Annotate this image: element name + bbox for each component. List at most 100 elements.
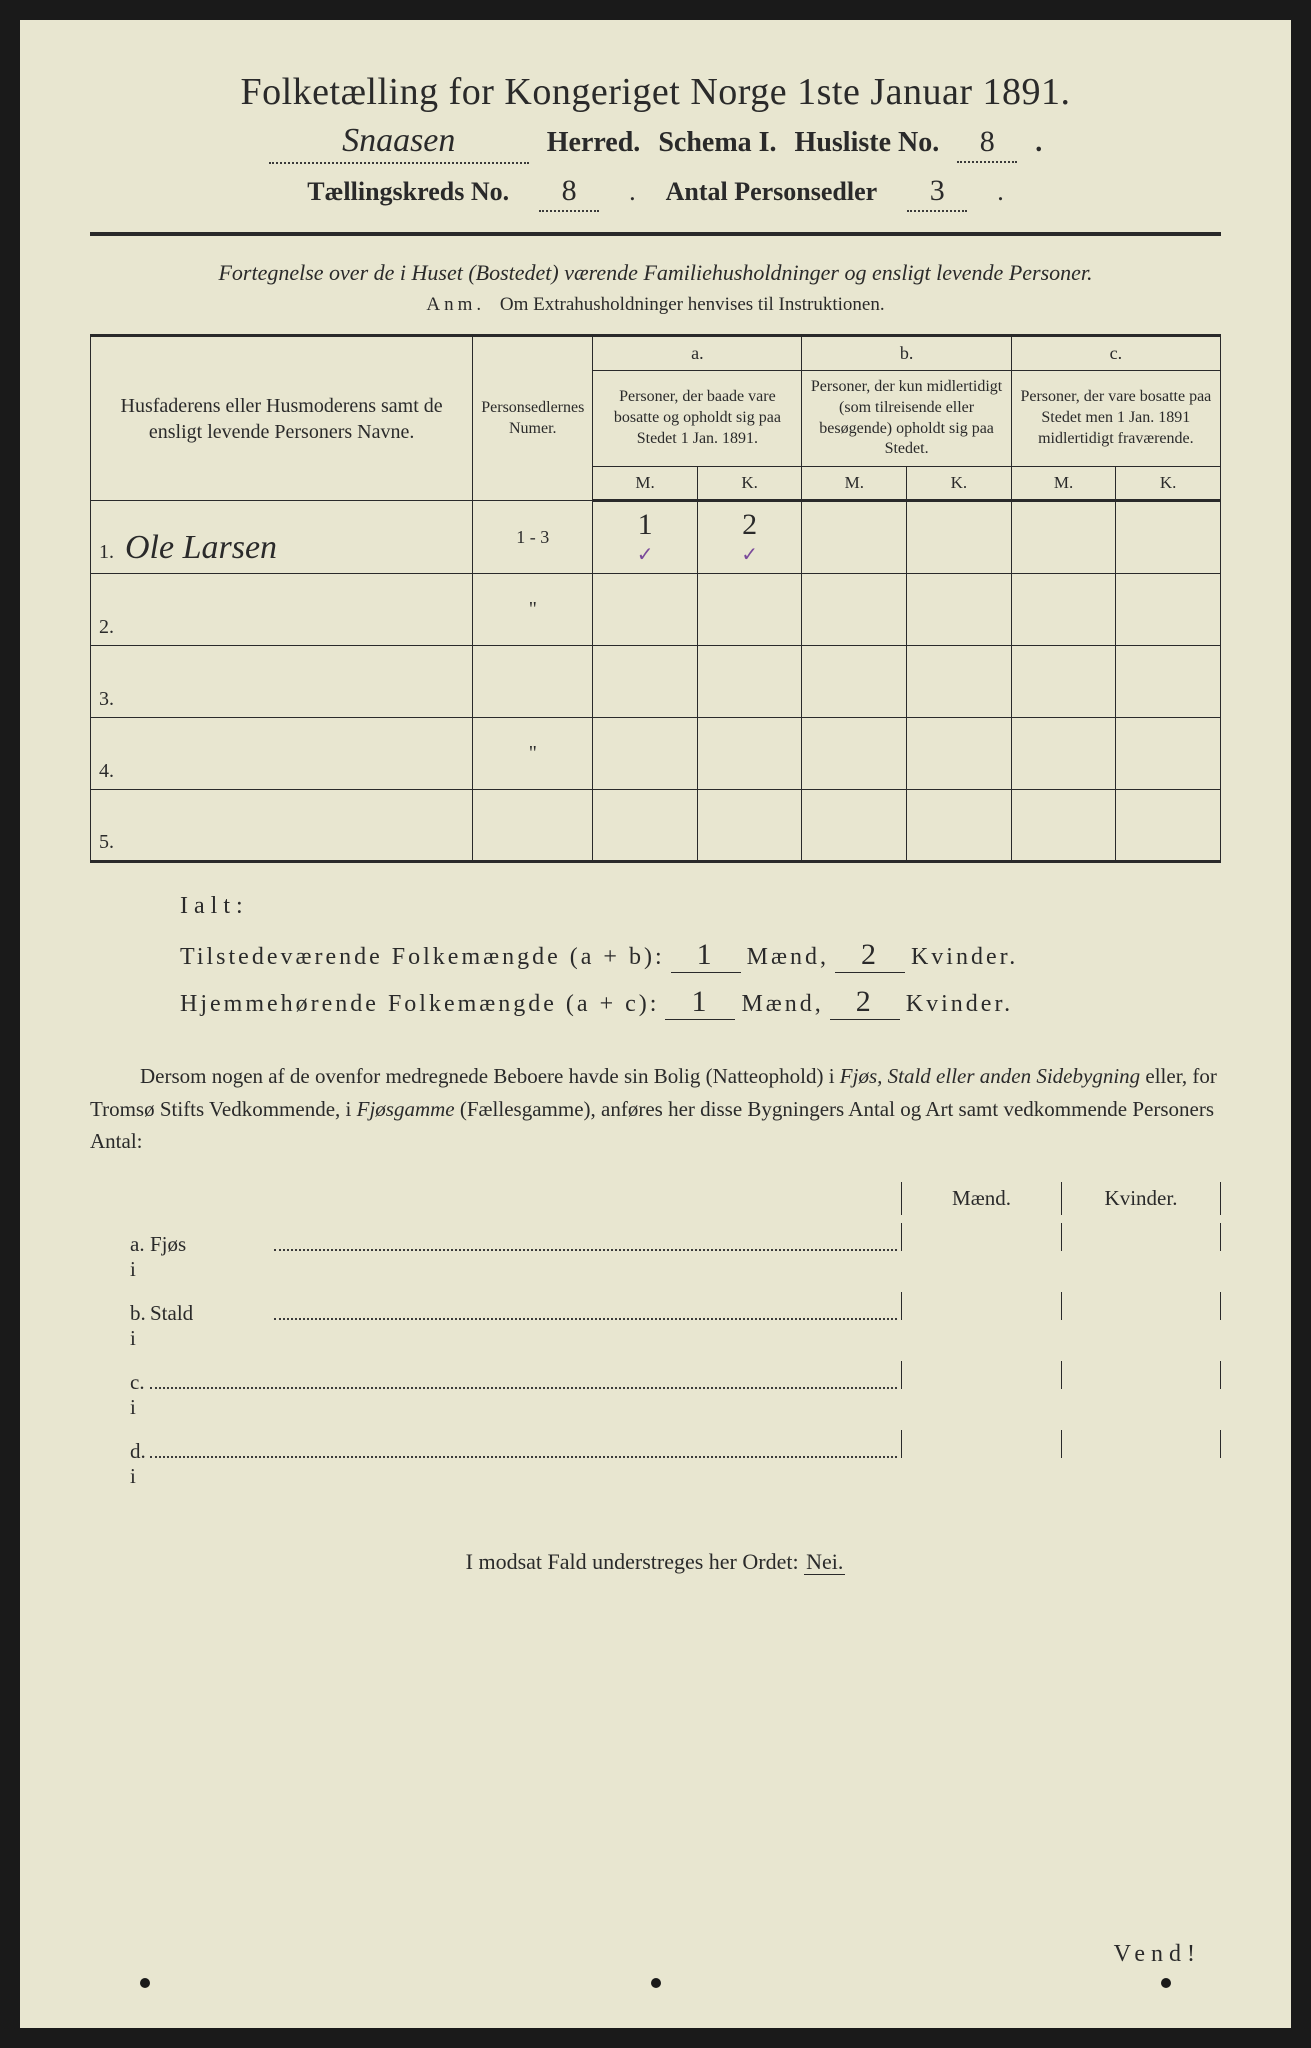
building-name: Fjøs	[150, 1232, 270, 1257]
anm-label: Anm.	[426, 294, 485, 315]
vend-label: Vend!	[1114, 1941, 1201, 1968]
building-label: c. i	[90, 1370, 150, 1420]
building-label: d. i	[90, 1439, 150, 1489]
cell-a-m: 1	[638, 508, 653, 541]
building-m	[901, 1361, 1061, 1389]
resident-k: 2	[830, 985, 900, 1020]
hdr-a-k: K.	[697, 467, 802, 501]
col-desc-a: Personer, der baade vare bosatte og opho…	[593, 371, 802, 467]
row-n: 2.	[99, 616, 114, 638]
col-header-c: c.	[1011, 336, 1220, 371]
row-n: 5.	[99, 831, 114, 853]
building-list: a. i Fjøs b. i Stald c. i d. i	[90, 1223, 1221, 1489]
cell-b-m	[802, 501, 907, 574]
row-num: 1 - 3	[473, 501, 593, 574]
table-row: 5.	[91, 790, 1221, 862]
schema-label: Schema I.	[658, 127, 776, 159]
cell-a-k: 2	[742, 508, 757, 541]
present-k: 2	[835, 938, 905, 973]
building-m	[901, 1292, 1061, 1320]
mk-m: Mænd.	[901, 1182, 1061, 1215]
herred-value: Snaasen	[269, 122, 529, 164]
totals-line-present: Tilstedeværende Folkemængde (a + b): 1 M…	[180, 938, 1221, 973]
building-mk-header: Mænd. Kvinder.	[90, 1182, 1221, 1215]
building-label: a. i	[90, 1232, 150, 1282]
nei-pre: I modsat Fald understreges her Ordet:	[466, 1549, 804, 1574]
row-name: Ole Larsen	[125, 529, 277, 566]
building-k	[1061, 1223, 1221, 1251]
building-label: b. i	[90, 1301, 150, 1351]
col-header-names: Husfaderens eller Husmoderens samt de en…	[91, 336, 473, 501]
husliste-no: 8	[957, 125, 1017, 163]
census-form-page: Folketælling for Kongeriget Norge 1ste J…	[20, 20, 1291, 2028]
maend-label: Mænd,	[747, 944, 829, 971]
nei-word: Nei.	[804, 1549, 845, 1575]
table-row: 3.	[91, 646, 1221, 718]
check-mark: ✓	[706, 542, 794, 567]
building-row: d. i	[90, 1430, 1221, 1489]
building-name: Stald	[150, 1301, 270, 1326]
col-header-a: a.	[593, 336, 802, 371]
header-line-1: Snaasen Herred. Schema I. Husliste No. 8…	[90, 122, 1221, 164]
building-row: a. i Fjøs	[90, 1223, 1221, 1282]
table-row: 2. "	[91, 574, 1221, 646]
dotted-line	[150, 1387, 897, 1389]
dotted-line	[274, 1318, 897, 1320]
row-num	[473, 790, 593, 862]
nei-line: I modsat Fald understreges her Ordet: Ne…	[90, 1549, 1221, 1575]
hdr-b-k: K.	[907, 467, 1012, 501]
hdr-a-m: M.	[593, 467, 698, 501]
kvinder-label: Kvinder.	[911, 944, 1018, 971]
kreds-no: 8	[539, 174, 599, 212]
cell-c-k	[1116, 501, 1221, 574]
present-m: 1	[671, 938, 741, 973]
col-desc-b: Personer, der kun midlertidigt (som tilr…	[802, 371, 1011, 467]
building-k	[1061, 1292, 1221, 1320]
building-m	[901, 1430, 1061, 1458]
present-label: Tilstedeværende Folkemængde (a + b):	[180, 944, 665, 971]
header-line-2: Tællingskreds No. 8 . Antal Personsedler…	[90, 174, 1221, 212]
mk-k: Kvinder.	[1061, 1182, 1221, 1215]
hdr-b-m: M.	[802, 467, 907, 501]
table-row: 1. Ole Larsen 1 - 3 1✓ 2✓	[91, 501, 1221, 574]
antal-label: Antal Personsedler	[666, 177, 878, 207]
building-row: c. i	[90, 1361, 1221, 1420]
page-title: Folketælling for Kongeriget Norge 1ste J…	[90, 70, 1221, 114]
col-header-b: b.	[802, 336, 1011, 371]
hole-mark	[1161, 1978, 1171, 1988]
census-table: Husfaderens eller Husmoderens samt de en…	[90, 334, 1221, 863]
dotted-line	[274, 1249, 897, 1251]
building-k	[1061, 1430, 1221, 1458]
hdr-c-k: K.	[1116, 467, 1221, 501]
maend-label: Mænd,	[741, 991, 823, 1018]
table-row: 4. "	[91, 718, 1221, 790]
col-header-num: Personsedlernes Numer.	[473, 336, 593, 501]
cell-c-m	[1011, 501, 1116, 574]
anm-text: Om Extrahusholdninger henvises til Instr…	[500, 294, 885, 315]
ialt-label: Ialt:	[180, 893, 1221, 920]
instruction-paragraph: Dersom nogen af de ovenfor medregnede Be…	[90, 1060, 1221, 1158]
cell-b-k	[907, 501, 1012, 574]
row-num: "	[473, 718, 593, 790]
husliste-label: Husliste No.	[795, 127, 940, 159]
col-desc-c: Personer, der vare bosatte paa Stedet me…	[1011, 371, 1220, 467]
annotation: Anm. Om Extrahusholdninger henvises til …	[90, 294, 1221, 316]
row-num: "	[473, 574, 593, 646]
building-m	[901, 1223, 1061, 1251]
row-n: 1.	[99, 541, 114, 563]
hole-mark	[140, 1978, 150, 1988]
row-n: 3.	[99, 688, 114, 710]
antal-no: 3	[907, 174, 967, 212]
herred-label: Herred.	[547, 127, 641, 159]
resident-label: Hjemmehørende Folkemængde (a + c):	[180, 991, 659, 1018]
totals-line-resident: Hjemmehørende Folkemængde (a + c): 1 Mæn…	[180, 985, 1221, 1020]
subtitle: Fortegnelse over de i Huset (Bostedet) v…	[90, 260, 1221, 286]
resident-m: 1	[665, 985, 735, 1020]
building-k	[1061, 1361, 1221, 1389]
divider	[90, 232, 1221, 236]
kvinder-label: Kvinder.	[906, 991, 1013, 1018]
building-row: b. i Stald	[90, 1292, 1221, 1351]
hole-mark	[651, 1978, 661, 1988]
kreds-label: Tællingskreds No.	[307, 177, 509, 207]
check-mark: ✓	[601, 542, 689, 567]
